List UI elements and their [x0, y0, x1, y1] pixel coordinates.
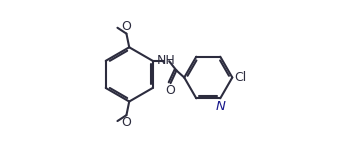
- Text: O: O: [121, 116, 131, 129]
- Text: O: O: [121, 20, 131, 33]
- Text: N: N: [216, 100, 226, 113]
- Text: NH: NH: [157, 54, 176, 67]
- Text: Cl: Cl: [234, 71, 246, 84]
- Text: O: O: [166, 84, 175, 97]
